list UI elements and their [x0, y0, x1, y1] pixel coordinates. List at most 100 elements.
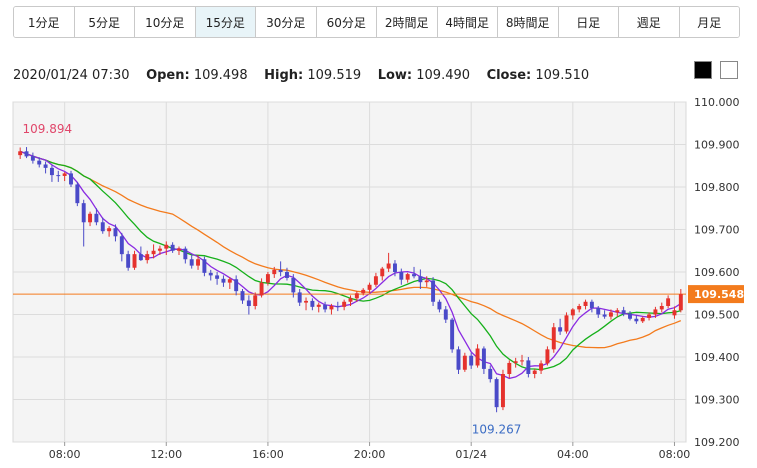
candle-body: [640, 317, 645, 322]
candle-body: [443, 309, 448, 320]
close-value: 109.510: [535, 68, 590, 83]
low-label: Low:: [377, 68, 413, 83]
candle-body: [56, 175, 61, 177]
candle-body: [202, 259, 207, 273]
candle-body: [291, 277, 296, 293]
tab-5min[interactable]: 5分足: [74, 7, 135, 37]
candle-body: [500, 374, 505, 408]
candle-body: [234, 279, 239, 292]
candle-body: [526, 360, 531, 374]
timeframe-tabs: 1分足 5分足 10分足 15分足 30分足 60分足 2時間足 4時間足 8時…: [13, 6, 740, 38]
tab-weekly[interactable]: 週足: [619, 7, 680, 37]
candle-body: [208, 272, 213, 276]
tab-8hour[interactable]: 8時間足: [498, 7, 559, 37]
candle-body: [342, 301, 347, 307]
low-annotation: 109.267: [472, 423, 522, 437]
candle-body: [310, 300, 315, 307]
candle-body: [373, 276, 378, 285]
candle-body: [151, 250, 156, 255]
candle-body: [132, 254, 137, 268]
candle-body: [424, 280, 429, 283]
tab-60min[interactable]: 60分足: [316, 7, 377, 37]
x-tick-label: 16:00: [252, 448, 284, 461]
candle-body: [215, 275, 220, 279]
candle-body: [94, 213, 99, 223]
candle-body: [323, 304, 328, 310]
candle-body: [513, 361, 518, 363]
tab-2hour[interactable]: 2時間足: [377, 7, 438, 37]
y-tick-label: 109.500: [694, 309, 740, 322]
candle-body: [157, 248, 162, 251]
candle-body: [145, 254, 150, 261]
candle-body: [107, 228, 112, 232]
candle-body: [666, 298, 671, 306]
candle-body: [113, 228, 118, 237]
tab-4hour[interactable]: 4時間足: [437, 7, 498, 37]
candle-body: [462, 355, 467, 370]
candle-body: [386, 263, 391, 269]
candle-body: [69, 173, 73, 185]
x-tick-label: 08:00: [659, 448, 691, 461]
candle-body: [621, 310, 626, 314]
tab-daily[interactable]: 日足: [558, 7, 619, 37]
candle-body: [507, 362, 512, 374]
candle-body: [494, 379, 499, 408]
candle-body: [253, 295, 258, 306]
candle-body: [164, 244, 169, 249]
candle-body: [653, 309, 658, 315]
candle-body: [583, 301, 588, 306]
tab-monthly[interactable]: 月足: [679, 7, 739, 37]
candle-body: [672, 310, 677, 316]
candle-body: [30, 156, 35, 161]
candle-body: [380, 268, 385, 277]
tab-15min[interactable]: 15分足: [195, 7, 256, 37]
candle-body: [227, 279, 232, 283]
tab-1min[interactable]: 1分足: [14, 7, 75, 37]
candle-body: [189, 259, 194, 266]
candle-body: [418, 276, 423, 283]
candle-body: [177, 248, 181, 251]
candle-body: [88, 213, 93, 223]
x-tick-label: 12:00: [150, 448, 182, 461]
candle-body: [608, 312, 613, 317]
candle-body: [437, 301, 442, 310]
candle-body: [475, 348, 480, 366]
y-tick-label: 109.800: [694, 181, 740, 194]
candle-body: [545, 349, 550, 364]
tab-30min[interactable]: 30分足: [256, 7, 317, 37]
candle-body: [532, 370, 537, 374]
high-annotation: 109.894: [23, 122, 73, 136]
candle-body: [615, 310, 620, 313]
candle-body: [43, 164, 48, 168]
candle-body: [488, 368, 493, 380]
candle-body: [138, 254, 143, 261]
x-tick-label: 20:00: [354, 448, 386, 461]
candle-body: [24, 151, 29, 157]
high-label: High:: [264, 68, 304, 83]
candle-body: [450, 319, 455, 350]
dark-theme-button[interactable]: [694, 61, 712, 79]
candle-body: [18, 151, 23, 156]
candle-body: [278, 269, 283, 272]
tab-10min[interactable]: 10分足: [135, 7, 196, 37]
light-theme-button[interactable]: [720, 61, 738, 79]
candle-body: [481, 348, 486, 369]
y-tick-label: 110.000: [694, 96, 740, 109]
candle-body: [259, 282, 264, 296]
candle-body: [678, 294, 683, 311]
candle-body: [285, 272, 289, 278]
candle-body: [62, 173, 67, 176]
candle-body: [354, 293, 359, 299]
y-tick-label: 109.300: [694, 394, 740, 407]
x-tick-label: 04:00: [557, 448, 589, 461]
candle-body: [49, 167, 54, 176]
candle-body: [431, 280, 436, 302]
ma-long-line: [19, 150, 682, 349]
current-price-label: 109.548: [694, 288, 744, 301]
open-value: 109.498: [193, 68, 248, 83]
candle-body: [81, 203, 86, 223]
candle-body: [577, 306, 582, 310]
candle-body: [520, 360, 524, 362]
x-tick-label: 08:00: [49, 448, 81, 461]
candle-body: [246, 300, 251, 306]
